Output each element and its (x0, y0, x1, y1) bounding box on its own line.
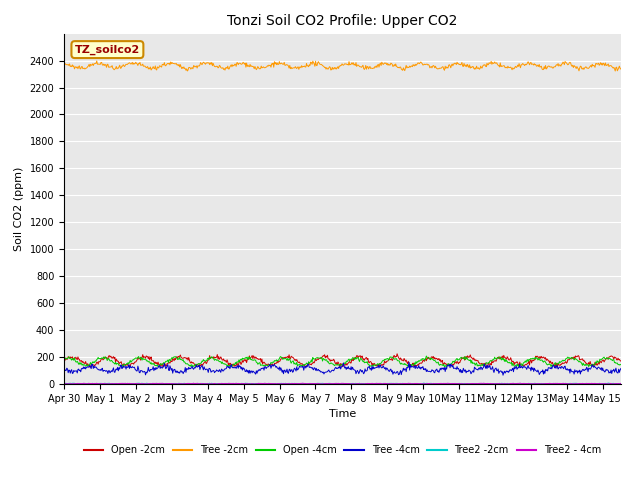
Tree -2cm (611, 68, 619, 74)
Line: Tree -2cm: Tree -2cm (64, 61, 621, 71)
Tree2 - 4cm (385, 381, 392, 386)
Tree -2cm (95, 61, 102, 67)
Tree -2cm (384, 62, 392, 68)
Tree2 - 4cm (416, 381, 424, 386)
Tree -2cm (415, 61, 423, 67)
Open -2cm (540, 355, 548, 360)
Tree -2cm (399, 68, 406, 73)
Tree -4cm (383, 366, 391, 372)
Tree2 -2cm (617, 381, 625, 386)
Tree -4cm (94, 366, 102, 372)
Tree -4cm (541, 371, 548, 376)
Tree2 -2cm (399, 381, 406, 386)
Tree2 -2cm (117, 381, 125, 387)
Tree2 -2cm (60, 381, 68, 386)
Tree2 - 4cm (190, 380, 198, 386)
Open -4cm (60, 356, 68, 362)
Tree -4cm (483, 366, 491, 372)
X-axis label: Time: Time (329, 409, 356, 419)
Tree2 - 4cm (541, 381, 548, 386)
Open -2cm (617, 358, 625, 364)
Tree2 -2cm (415, 381, 423, 387)
Tree -4cm (60, 367, 68, 373)
Legend: Open -2cm, Tree -2cm, Open -4cm, Tree -4cm, Tree2 -2cm, Tree2 - 4cm: Open -2cm, Tree -2cm, Open -4cm, Tree -4… (80, 442, 605, 459)
Tree2 - 4cm (95, 381, 102, 386)
Open -2cm (399, 357, 406, 363)
Tree -4cm (499, 372, 507, 378)
Line: Tree -4cm: Tree -4cm (64, 362, 621, 375)
Tree2 - 4cm (60, 381, 68, 387)
Open -4cm (541, 358, 548, 364)
Tree2 - 4cm (65, 381, 72, 387)
Tree -4cm (398, 369, 406, 374)
Tree -2cm (617, 66, 625, 72)
Open -2cm (383, 358, 391, 364)
Tree2 -2cm (384, 381, 392, 386)
Open -2cm (554, 364, 561, 370)
Open -2cm (60, 358, 68, 363)
Open -4cm (415, 358, 422, 363)
Open -2cm (483, 363, 491, 369)
Open -2cm (94, 361, 102, 367)
Tree -2cm (93, 58, 100, 64)
Line: Open -2cm: Open -2cm (64, 354, 621, 367)
Y-axis label: Soil CO2 (ppm): Soil CO2 (ppm) (14, 167, 24, 251)
Tree -4cm (405, 360, 413, 365)
Tree2 - 4cm (617, 381, 625, 386)
Tree2 -2cm (483, 381, 491, 387)
Line: Tree2 -2cm: Tree2 -2cm (64, 383, 621, 384)
Title: Tonzi Soil CO2 Profile: Upper CO2: Tonzi Soil CO2 Profile: Upper CO2 (227, 14, 458, 28)
Tree2 -2cm (540, 381, 548, 386)
Tree -2cm (540, 64, 548, 70)
Open -4cm (383, 356, 391, 361)
Line: Open -4cm: Open -4cm (64, 356, 621, 367)
Open -4cm (484, 360, 492, 366)
Tree2 - 4cm (399, 381, 407, 386)
Tree -4cm (617, 366, 625, 372)
Tree2 -2cm (94, 381, 102, 387)
Tree -2cm (483, 60, 491, 66)
Open -4cm (617, 362, 625, 368)
Line: Tree2 - 4cm: Tree2 - 4cm (64, 383, 621, 384)
Text: TZ_soilco2: TZ_soilco2 (75, 45, 140, 55)
Tree -2cm (60, 60, 68, 65)
Tree2 - 4cm (484, 381, 492, 386)
Open -2cm (393, 351, 401, 357)
Open -4cm (94, 355, 102, 360)
Open -4cm (422, 353, 430, 359)
Tree2 -2cm (605, 380, 612, 386)
Tree -4cm (415, 365, 423, 371)
Open -4cm (441, 364, 449, 370)
Open -2cm (415, 360, 423, 366)
Open -4cm (398, 361, 406, 367)
